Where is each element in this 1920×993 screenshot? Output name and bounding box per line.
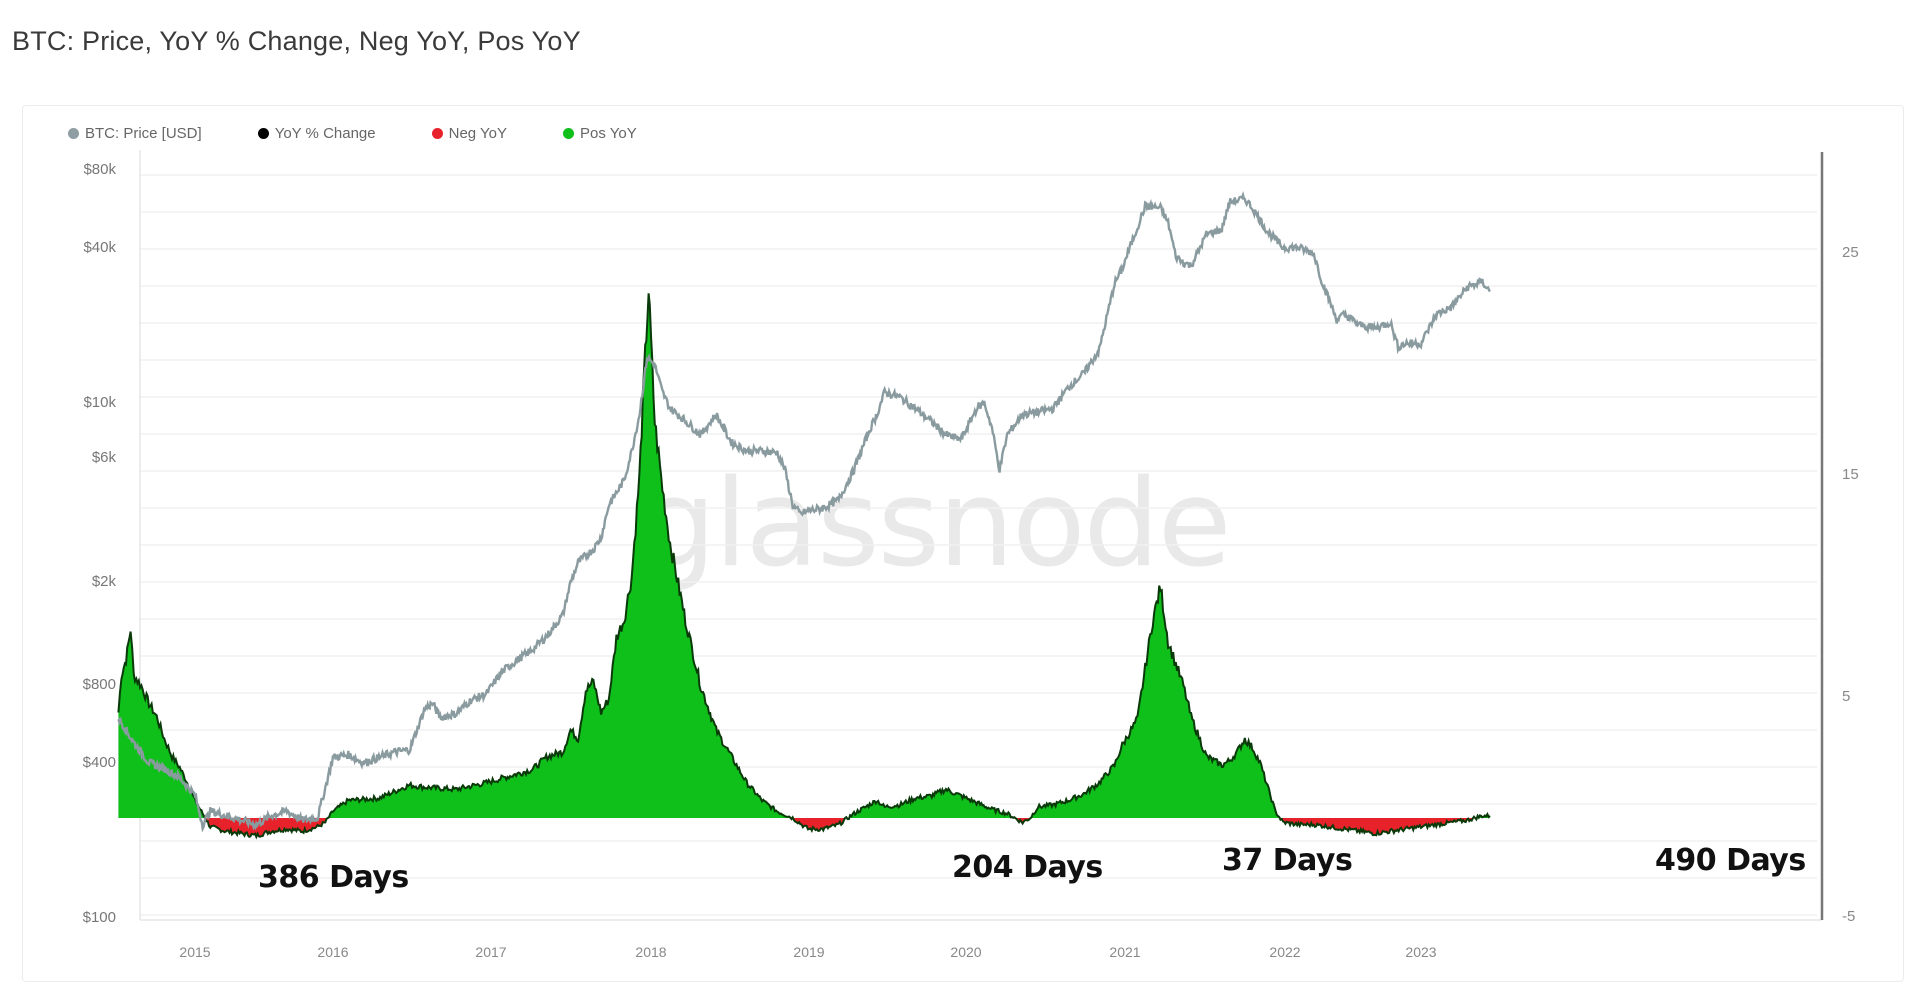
y-right-tick: -5 [1842, 908, 1856, 925]
y-left-tick: $400 [82, 754, 116, 771]
legend-label: Pos YoY [580, 125, 637, 142]
y-right-tick: 25 [1842, 244, 1859, 261]
legend-dot-yoy-icon [257, 128, 269, 139]
watermark-logo: glassnode [640, 455, 1232, 594]
legend-item-price[interactable]: BTC: Price [USD] [68, 125, 202, 142]
chart-card [22, 105, 1904, 982]
y-left-tick: $10k [83, 394, 116, 411]
chart-title: BTC: Price, YoY % Change, Neg YoY, Pos Y… [12, 26, 581, 56]
legend-label: YoY % Change [274, 125, 376, 142]
legend-item-neg-yoy[interactable]: Neg YoY [431, 125, 507, 142]
y-right-tick: 15 [1842, 466, 1859, 483]
y-right-tick: 5 [1842, 688, 1851, 705]
annotation-204-days: 204 Days [952, 850, 1103, 885]
annotation-386-days: 386 Days [258, 860, 409, 895]
x-tick: 2017 [475, 944, 507, 960]
x-tick: 2021 [1109, 944, 1141, 960]
y-left-tick: $100 [82, 909, 116, 926]
legend-dot-neg-icon [431, 128, 443, 139]
y-left-tick: $6k [91, 449, 116, 466]
y-left-tick: $40k [83, 239, 116, 256]
x-tick: 2023 [1405, 944, 1437, 960]
x-tick: 2019 [793, 944, 825, 960]
chart-legend: BTC: Price [USD] YoY % Change Neg YoY Po… [68, 125, 693, 142]
yoy-area [118, 293, 1490, 837]
x-tick: 2018 [635, 944, 667, 960]
legend-label: BTC: Price [USD] [85, 125, 202, 142]
y-left-tick: $80k [83, 161, 116, 178]
gridlines [140, 174, 1817, 916]
legend-dot-pos-icon [563, 128, 574, 139]
annotation-37-days: 37 Days [1222, 843, 1353, 878]
price-line [117, 190, 1491, 833]
yoy-line [117, 293, 1491, 840]
legend-label: Neg YoY [448, 125, 507, 142]
x-tick: 2022 [1269, 944, 1301, 960]
legend-item-yoy[interactable]: YoY % Change [257, 125, 376, 142]
x-tick: 2016 [317, 944, 349, 960]
x-tick: 2015 [179, 944, 211, 960]
y-left-tick: $800 [82, 676, 116, 693]
legend-item-pos-yoy[interactable]: Pos YoY [563, 125, 637, 142]
annotation-490-days: 490 Days [1655, 843, 1806, 878]
legend-dot-price-icon [68, 128, 79, 139]
y-left-tick: $2k [91, 573, 116, 590]
x-tick: 2020 [950, 944, 982, 960]
